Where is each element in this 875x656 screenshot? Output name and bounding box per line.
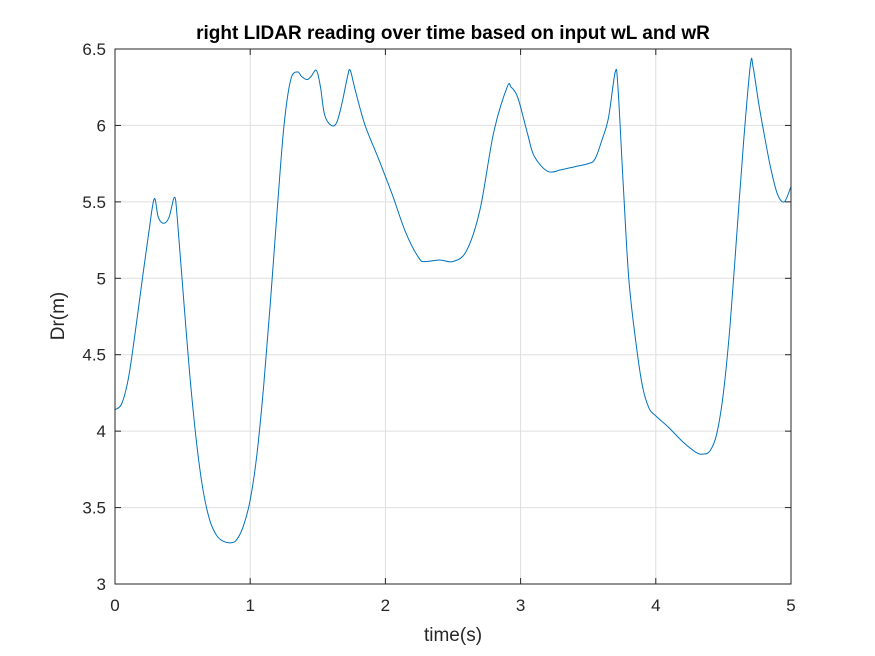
plot-area: 0 1 2 3 4 5 3 3.5 4 4.5 5 5.5 6 6.5 bbox=[82, 40, 795, 615]
y-tick-label: 3 bbox=[97, 575, 106, 594]
axes-box bbox=[114, 48, 792, 585]
x-tick-label: 2 bbox=[381, 596, 390, 615]
series-line bbox=[114, 57, 792, 544]
x-tick-label: 1 bbox=[245, 596, 254, 615]
y-tick-label: 4 bbox=[97, 422, 106, 441]
y-tick-label: 5 bbox=[97, 269, 106, 288]
gridlines bbox=[115, 49, 791, 584]
y-tick-label: 4.5 bbox=[82, 346, 106, 365]
x-axis-label: time(s) bbox=[424, 625, 482, 646]
y-axis-label: Dr(m) bbox=[48, 292, 69, 341]
tick-marks bbox=[114, 48, 792, 585]
y-tick-label: 3.5 bbox=[82, 499, 106, 518]
x-tick-label: 4 bbox=[651, 596, 660, 615]
axes-background bbox=[115, 49, 791, 584]
chart-title: right LIDAR reading over time based on i… bbox=[196, 23, 710, 44]
x-tick-label: 5 bbox=[786, 596, 795, 615]
y-tick-label: 6.5 bbox=[82, 40, 106, 59]
y-tick-labels: 3 3.5 4 4.5 5 5.5 6 6.5 bbox=[82, 40, 106, 594]
y-tick-label: 6 bbox=[97, 116, 106, 135]
x-tick-labels: 0 1 2 3 4 5 bbox=[110, 596, 795, 615]
x-tick-label: 3 bbox=[516, 596, 525, 615]
y-tick-label: 5.5 bbox=[82, 193, 106, 212]
x-tick-label: 0 bbox=[110, 596, 119, 615]
